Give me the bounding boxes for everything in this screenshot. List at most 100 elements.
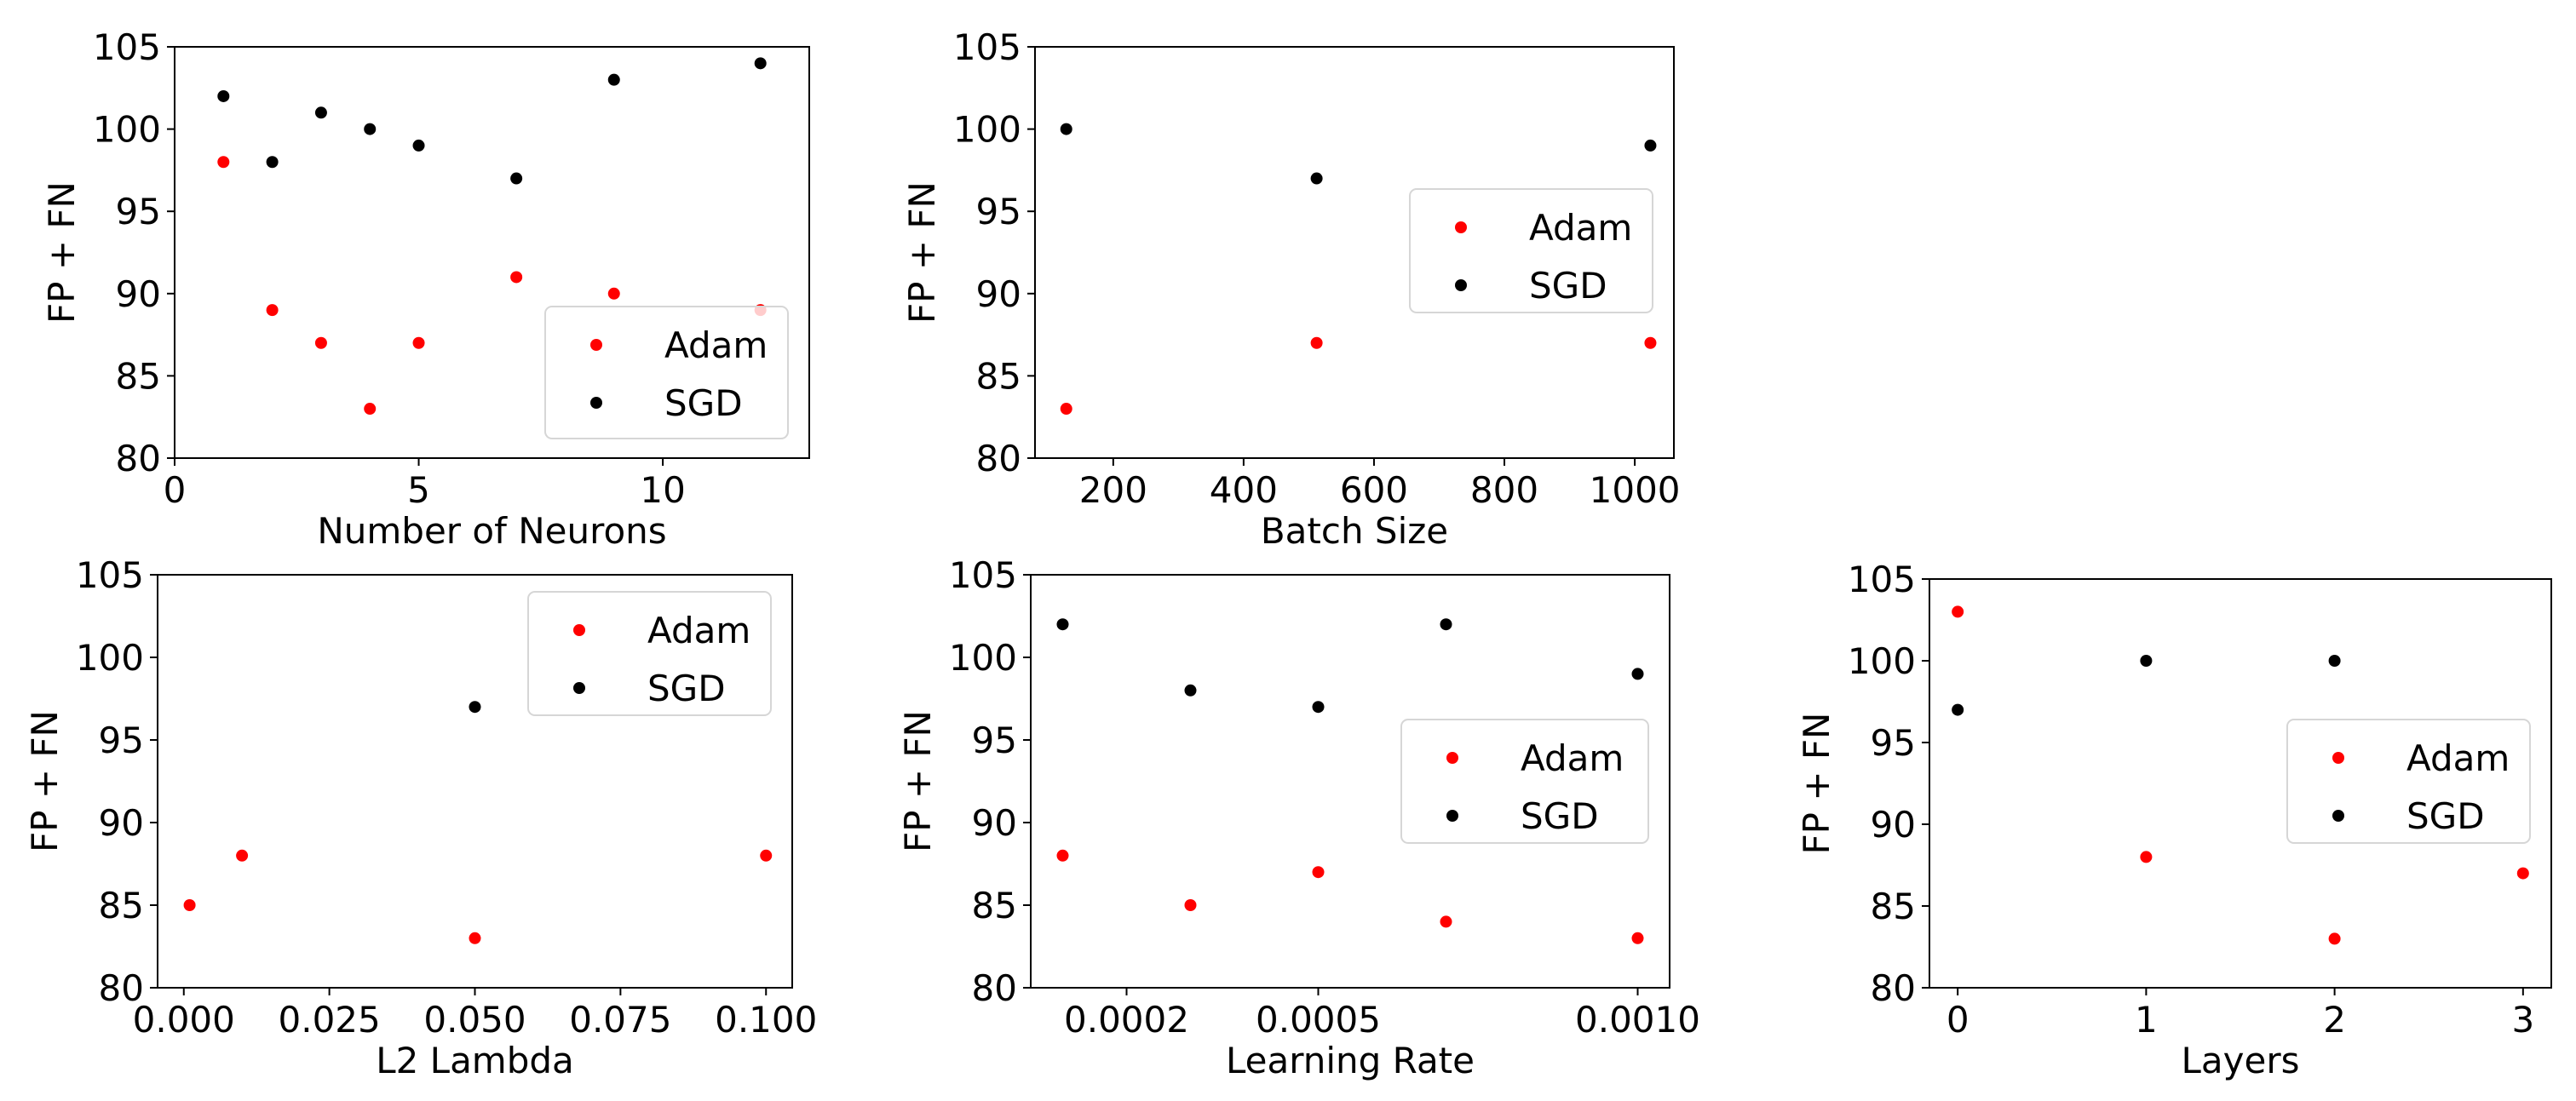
x-tick-label: 0 — [1946, 999, 1969, 1041]
y-tick-label: 95 — [116, 191, 161, 232]
x-tick-label: 800 — [1470, 469, 1538, 511]
y-axis-label: FP + FN — [41, 181, 83, 324]
legend: Adam SGD — [2286, 719, 2531, 844]
y-tick-label: 85 — [972, 885, 1017, 926]
adam-point — [364, 403, 377, 416]
legend-label-sgd: SGD — [664, 382, 743, 424]
y-tick-label: 90 — [99, 802, 144, 844]
x-tick-label: 600 — [1340, 469, 1408, 511]
legend-marker-adam — [590, 339, 602, 351]
x-tick-label: 1 — [2135, 999, 2158, 1041]
adam-point — [1184, 899, 1197, 911]
adam-point — [1440, 915, 1452, 928]
y-tick-label: 105 — [76, 554, 144, 596]
x-tick-label: 0.0005 — [1256, 999, 1381, 1041]
legend: Adam SGD — [1409, 188, 1653, 313]
y-tick-label: 85 — [99, 885, 144, 926]
x-tick-label: 5 — [407, 469, 430, 511]
sgd-point — [1631, 668, 1644, 680]
x-tick-label: 0.000 — [133, 999, 235, 1041]
plot-frame — [1034, 46, 1675, 459]
legend-box — [2286, 719, 2531, 844]
y-tick-label: 95 — [1871, 722, 1916, 764]
scatter-panel-4: 0.0002 0.0005 0.0010 80 85 90 95 100 105 Learning… — [897, 554, 1700, 1081]
y-tick-label: 100 — [949, 637, 1017, 679]
x-axis-label: Learning Rate — [1226, 1040, 1475, 1081]
x-tick-label: 10 — [640, 469, 685, 511]
adam-point — [183, 899, 196, 911]
y-tick-label: 100 — [76, 637, 144, 679]
y-tick-label: 80 — [99, 967, 144, 1009]
adam-point — [217, 156, 230, 169]
adam-point — [1631, 932, 1644, 944]
adam-point — [760, 849, 773, 862]
legend-label-adam: Adam — [647, 610, 750, 651]
legend-marker-adam — [2332, 752, 2344, 764]
sgd-point — [510, 172, 523, 185]
legend-marker-adam — [1446, 752, 1458, 764]
y-tick-label: 80 — [1871, 967, 1916, 1009]
legend: Adam SGD — [1400, 719, 1649, 844]
legend-label-sgd: SGD — [1529, 265, 1607, 307]
y-tick-label: 105 — [1848, 559, 1916, 600]
adam-point — [412, 336, 425, 349]
legend-label-adam: Adam — [1521, 737, 1624, 779]
legend-label-sgd: SGD — [2406, 795, 2485, 837]
y-tick-label: 85 — [116, 355, 161, 397]
adam-point — [1310, 336, 1323, 349]
x-tick-label: 0 — [164, 469, 187, 511]
y-tick-label: 95 — [976, 191, 1021, 232]
adam-point — [1060, 403, 1072, 416]
legend-label-sgd: SGD — [1521, 795, 1599, 837]
legend-marker-sgd — [2332, 810, 2344, 822]
adam-point — [1952, 605, 1964, 618]
x-tick-label: 0.075 — [569, 999, 671, 1041]
y-tick-label: 90 — [972, 802, 1017, 844]
x-tick-label: 400 — [1210, 469, 1278, 511]
plot-frame — [174, 46, 810, 459]
x-tick-label: 0.0010 — [1575, 999, 1700, 1041]
legend-box — [544, 306, 789, 439]
scatter-panel-3: 0.000 0.025 0.050 0.075 0.100 80 85 90 95 100 105 L… — [24, 554, 817, 1081]
sgd-point — [2140, 655, 2153, 667]
y-tick-label: 100 — [1848, 640, 1916, 682]
y-tick-label: 80 — [976, 438, 1021, 479]
x-tick-label: 0.0002 — [1064, 999, 1189, 1041]
sgd-point — [1644, 139, 1657, 152]
legend-box — [1409, 188, 1653, 313]
adam-point — [1644, 336, 1657, 349]
scatter-panel-2: 200 400 600 800 1000 80 85 90 95 100 105 Batch Size… — [901, 26, 1681, 552]
y-tick-label: 80 — [972, 967, 1017, 1009]
x-axis-label: Number of Neurons — [317, 510, 666, 552]
adam-point — [510, 271, 523, 284]
legend-box — [527, 591, 772, 716]
legend: Adam SGD — [544, 306, 789, 439]
y-axis-label: FP + FN — [897, 710, 939, 852]
y-tick-label: 95 — [972, 720, 1017, 761]
legend-label-sgd: SGD — [647, 668, 726, 709]
legend-box — [1400, 719, 1649, 844]
adam-point — [1056, 849, 1069, 862]
adam-point — [607, 287, 620, 300]
sgd-point — [266, 156, 279, 169]
sgd-point — [1056, 618, 1069, 631]
y-tick-label: 80 — [116, 438, 161, 479]
sgd-point — [607, 73, 620, 86]
legend-label-adam: Adam — [2406, 737, 2510, 779]
adam-point — [314, 336, 327, 349]
sgd-point — [1060, 123, 1072, 135]
scatter-panel-5: 0 1 2 3 80 85 90 95 100 105 Layers FP + FN Adam SGD — [1796, 559, 2552, 1081]
y-tick-label: 105 — [949, 554, 1017, 596]
y-tick-label: 90 — [1871, 804, 1916, 846]
legend-marker-sgd — [1455, 279, 1467, 291]
x-tick-label: 0.100 — [715, 999, 817, 1041]
y-tick-label: 85 — [976, 355, 1021, 397]
legend-marker-adam — [573, 624, 585, 636]
y-tick-label: 95 — [99, 720, 144, 761]
legend-marker-sgd — [590, 397, 602, 409]
y-tick-label: 100 — [953, 109, 1021, 151]
adam-point — [1312, 866, 1325, 879]
adam-point — [2140, 851, 2153, 863]
x-tick-label: 1000 — [1590, 469, 1681, 511]
adam-point — [266, 304, 279, 317]
